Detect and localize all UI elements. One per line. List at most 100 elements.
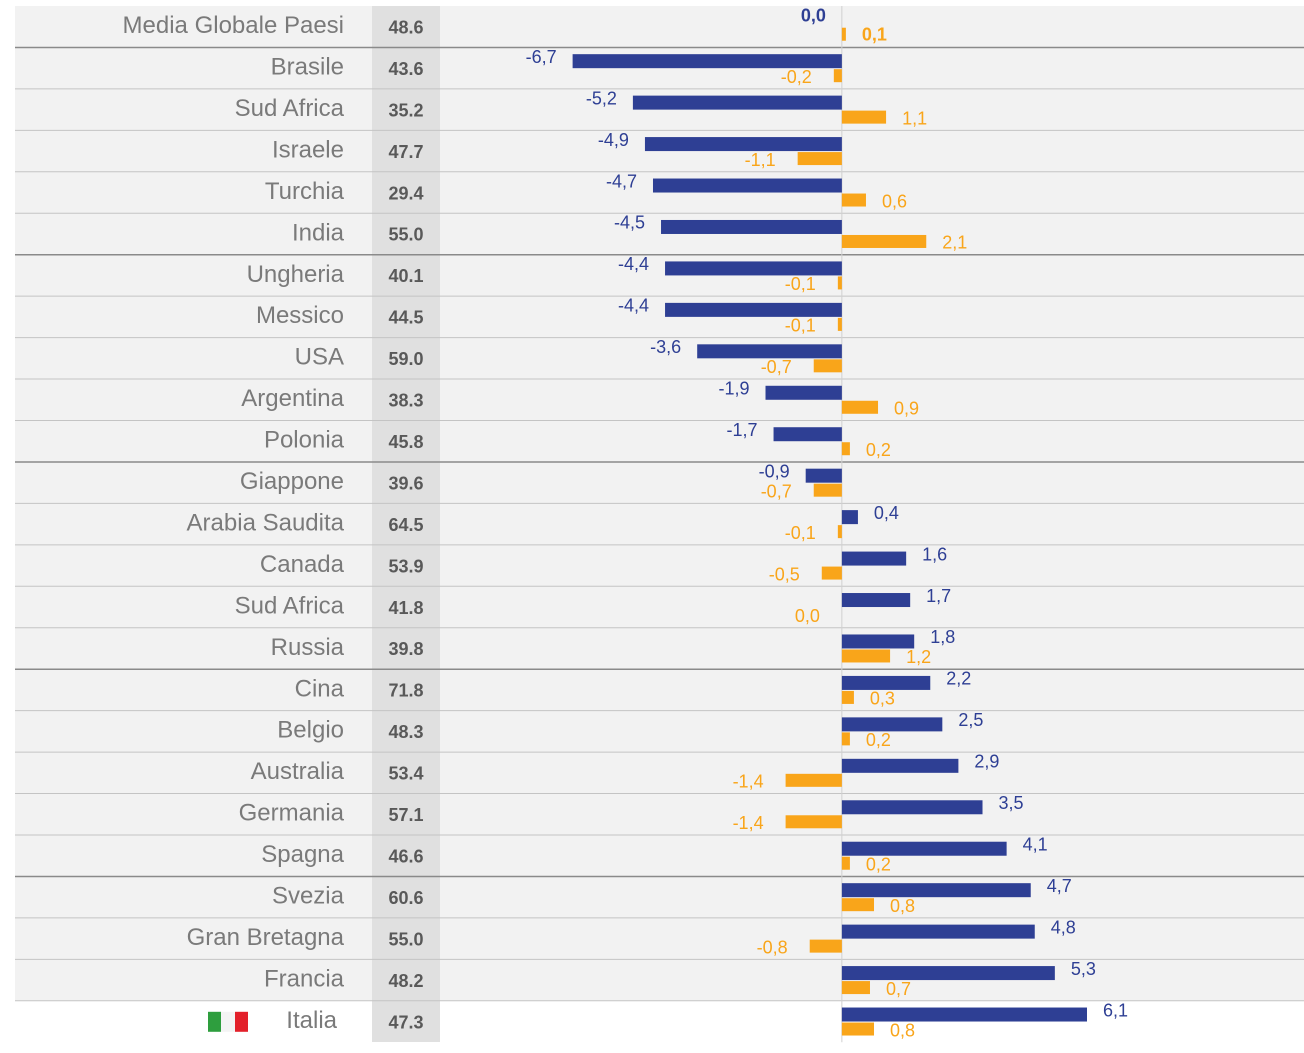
blue-value-label: -4,4 — [618, 296, 649, 316]
score-label: 55.0 — [388, 929, 423, 949]
orange-bar — [841, 27, 846, 41]
country-label: Argentina — [241, 385, 344, 412]
blue-value-label: -5,2 — [586, 88, 617, 108]
flag-red — [235, 1011, 248, 1032]
orange-bar — [841, 193, 866, 207]
score-label: 57.1 — [388, 805, 423, 825]
highlight-row — [15, 1000, 372, 1043]
blue-bar — [841, 717, 943, 732]
blue-bar — [841, 593, 911, 608]
orange-value-label: 0,2 — [866, 440, 891, 460]
orange-bar — [785, 815, 842, 829]
blue-value-label: 2,9 — [974, 752, 999, 772]
orange-value-label: 0,2 — [866, 730, 891, 750]
blue-value-label: 3,5 — [999, 793, 1024, 813]
score-label: 39.8 — [388, 639, 423, 659]
orange-bar — [837, 317, 842, 331]
blue-bar — [572, 54, 842, 69]
country-label: Sud Africa — [235, 592, 345, 619]
score-label: 29.4 — [388, 183, 423, 203]
country-label: Germania — [239, 800, 345, 827]
orange-value-label: -0,1 — [785, 316, 816, 336]
blue-value-label: 1,6 — [922, 544, 947, 564]
country-label: Francia — [264, 965, 345, 992]
score-label: 40.1 — [388, 266, 423, 286]
country-label: Belgio — [277, 717, 344, 744]
country-label: Messico — [256, 302, 344, 329]
orange-bar — [833, 69, 842, 83]
score-label: 39.6 — [388, 473, 423, 493]
country-label: USA — [295, 344, 344, 371]
orange-bar — [841, 1022, 875, 1036]
blue-value-label: -4,4 — [618, 254, 649, 274]
orange-value-label: -0,1 — [785, 523, 816, 543]
country-label: Polonia — [264, 427, 345, 454]
orange-value-label: -0,5 — [769, 564, 800, 584]
country-label: Russia — [271, 634, 345, 661]
orange-bar — [813, 359, 842, 373]
blue-bar — [665, 261, 842, 276]
orange-value-label: -1,4 — [733, 772, 764, 792]
score-label: 64.5 — [388, 515, 423, 535]
orange-bar — [841, 442, 850, 456]
orange-bar — [841, 400, 879, 414]
blue-bar — [632, 95, 842, 110]
orange-bar — [841, 690, 854, 704]
country-label: Ungheria — [247, 261, 345, 288]
orange-value-label: 0,8 — [890, 1020, 915, 1040]
country-label: Brasile — [271, 54, 344, 81]
score-label: 53.9 — [388, 556, 423, 576]
blue-bar — [841, 966, 1055, 981]
orange-bar — [841, 649, 891, 663]
orange-bar — [841, 898, 875, 912]
blue-bar — [652, 178, 842, 193]
orange-value-label: -0,1 — [785, 274, 816, 294]
blue-bar — [841, 758, 959, 773]
score-label: 43.6 — [388, 59, 423, 79]
country-label: Cina — [295, 675, 345, 702]
score-label: 53.4 — [388, 764, 423, 784]
blue-value-label: -4,5 — [614, 213, 645, 233]
country-label: Svezia — [272, 883, 345, 910]
country-label: Sud Africa — [235, 95, 345, 122]
blue-bar — [773, 427, 842, 442]
country-label: India — [292, 219, 345, 246]
score-label: 71.8 — [388, 681, 423, 701]
orange-value-label: -0,7 — [761, 357, 792, 377]
orange-value-label: 0,9 — [894, 399, 919, 419]
blue-bar — [841, 510, 858, 525]
orange-bar — [821, 566, 842, 580]
blue-value-label: 4,1 — [1023, 834, 1048, 854]
orange-bar — [841, 732, 850, 746]
score-label: 46.6 — [388, 846, 423, 866]
blue-bar — [665, 302, 842, 317]
blue-value-label: 6,1 — [1103, 1000, 1128, 1020]
country-label: Giappone — [240, 468, 344, 495]
orange-bar — [841, 234, 927, 248]
orange-value-label: 0,8 — [890, 896, 915, 916]
blue-bar — [841, 800, 983, 815]
orange-bar — [837, 276, 842, 290]
orange-value-label: -0,7 — [761, 481, 792, 501]
blue-bar — [661, 219, 842, 234]
orange-value-label: 1,1 — [902, 108, 927, 128]
country-label: Gran Bretagna — [187, 924, 345, 951]
orange-bar — [797, 152, 842, 166]
blue-value-label: 2,2 — [946, 669, 971, 689]
country-label: Canada — [260, 551, 345, 578]
score-label: 41.8 — [388, 598, 423, 618]
blue-bar — [697, 344, 842, 359]
orange-bar — [809, 939, 842, 953]
blue-value-label: -1,7 — [727, 420, 758, 440]
orange-bar — [837, 525, 842, 539]
blue-bar — [841, 675, 931, 690]
blue-value-label: 2,5 — [958, 710, 983, 730]
score-label: 59.0 — [388, 349, 423, 369]
blue-value-label: 1,8 — [930, 627, 955, 647]
score-label: 47.3 — [388, 1012, 423, 1032]
blue-bar — [841, 924, 1035, 939]
blue-bar — [805, 468, 842, 483]
orange-value-label: -0,8 — [757, 937, 788, 957]
orange-value-label: 0,2 — [866, 854, 891, 874]
